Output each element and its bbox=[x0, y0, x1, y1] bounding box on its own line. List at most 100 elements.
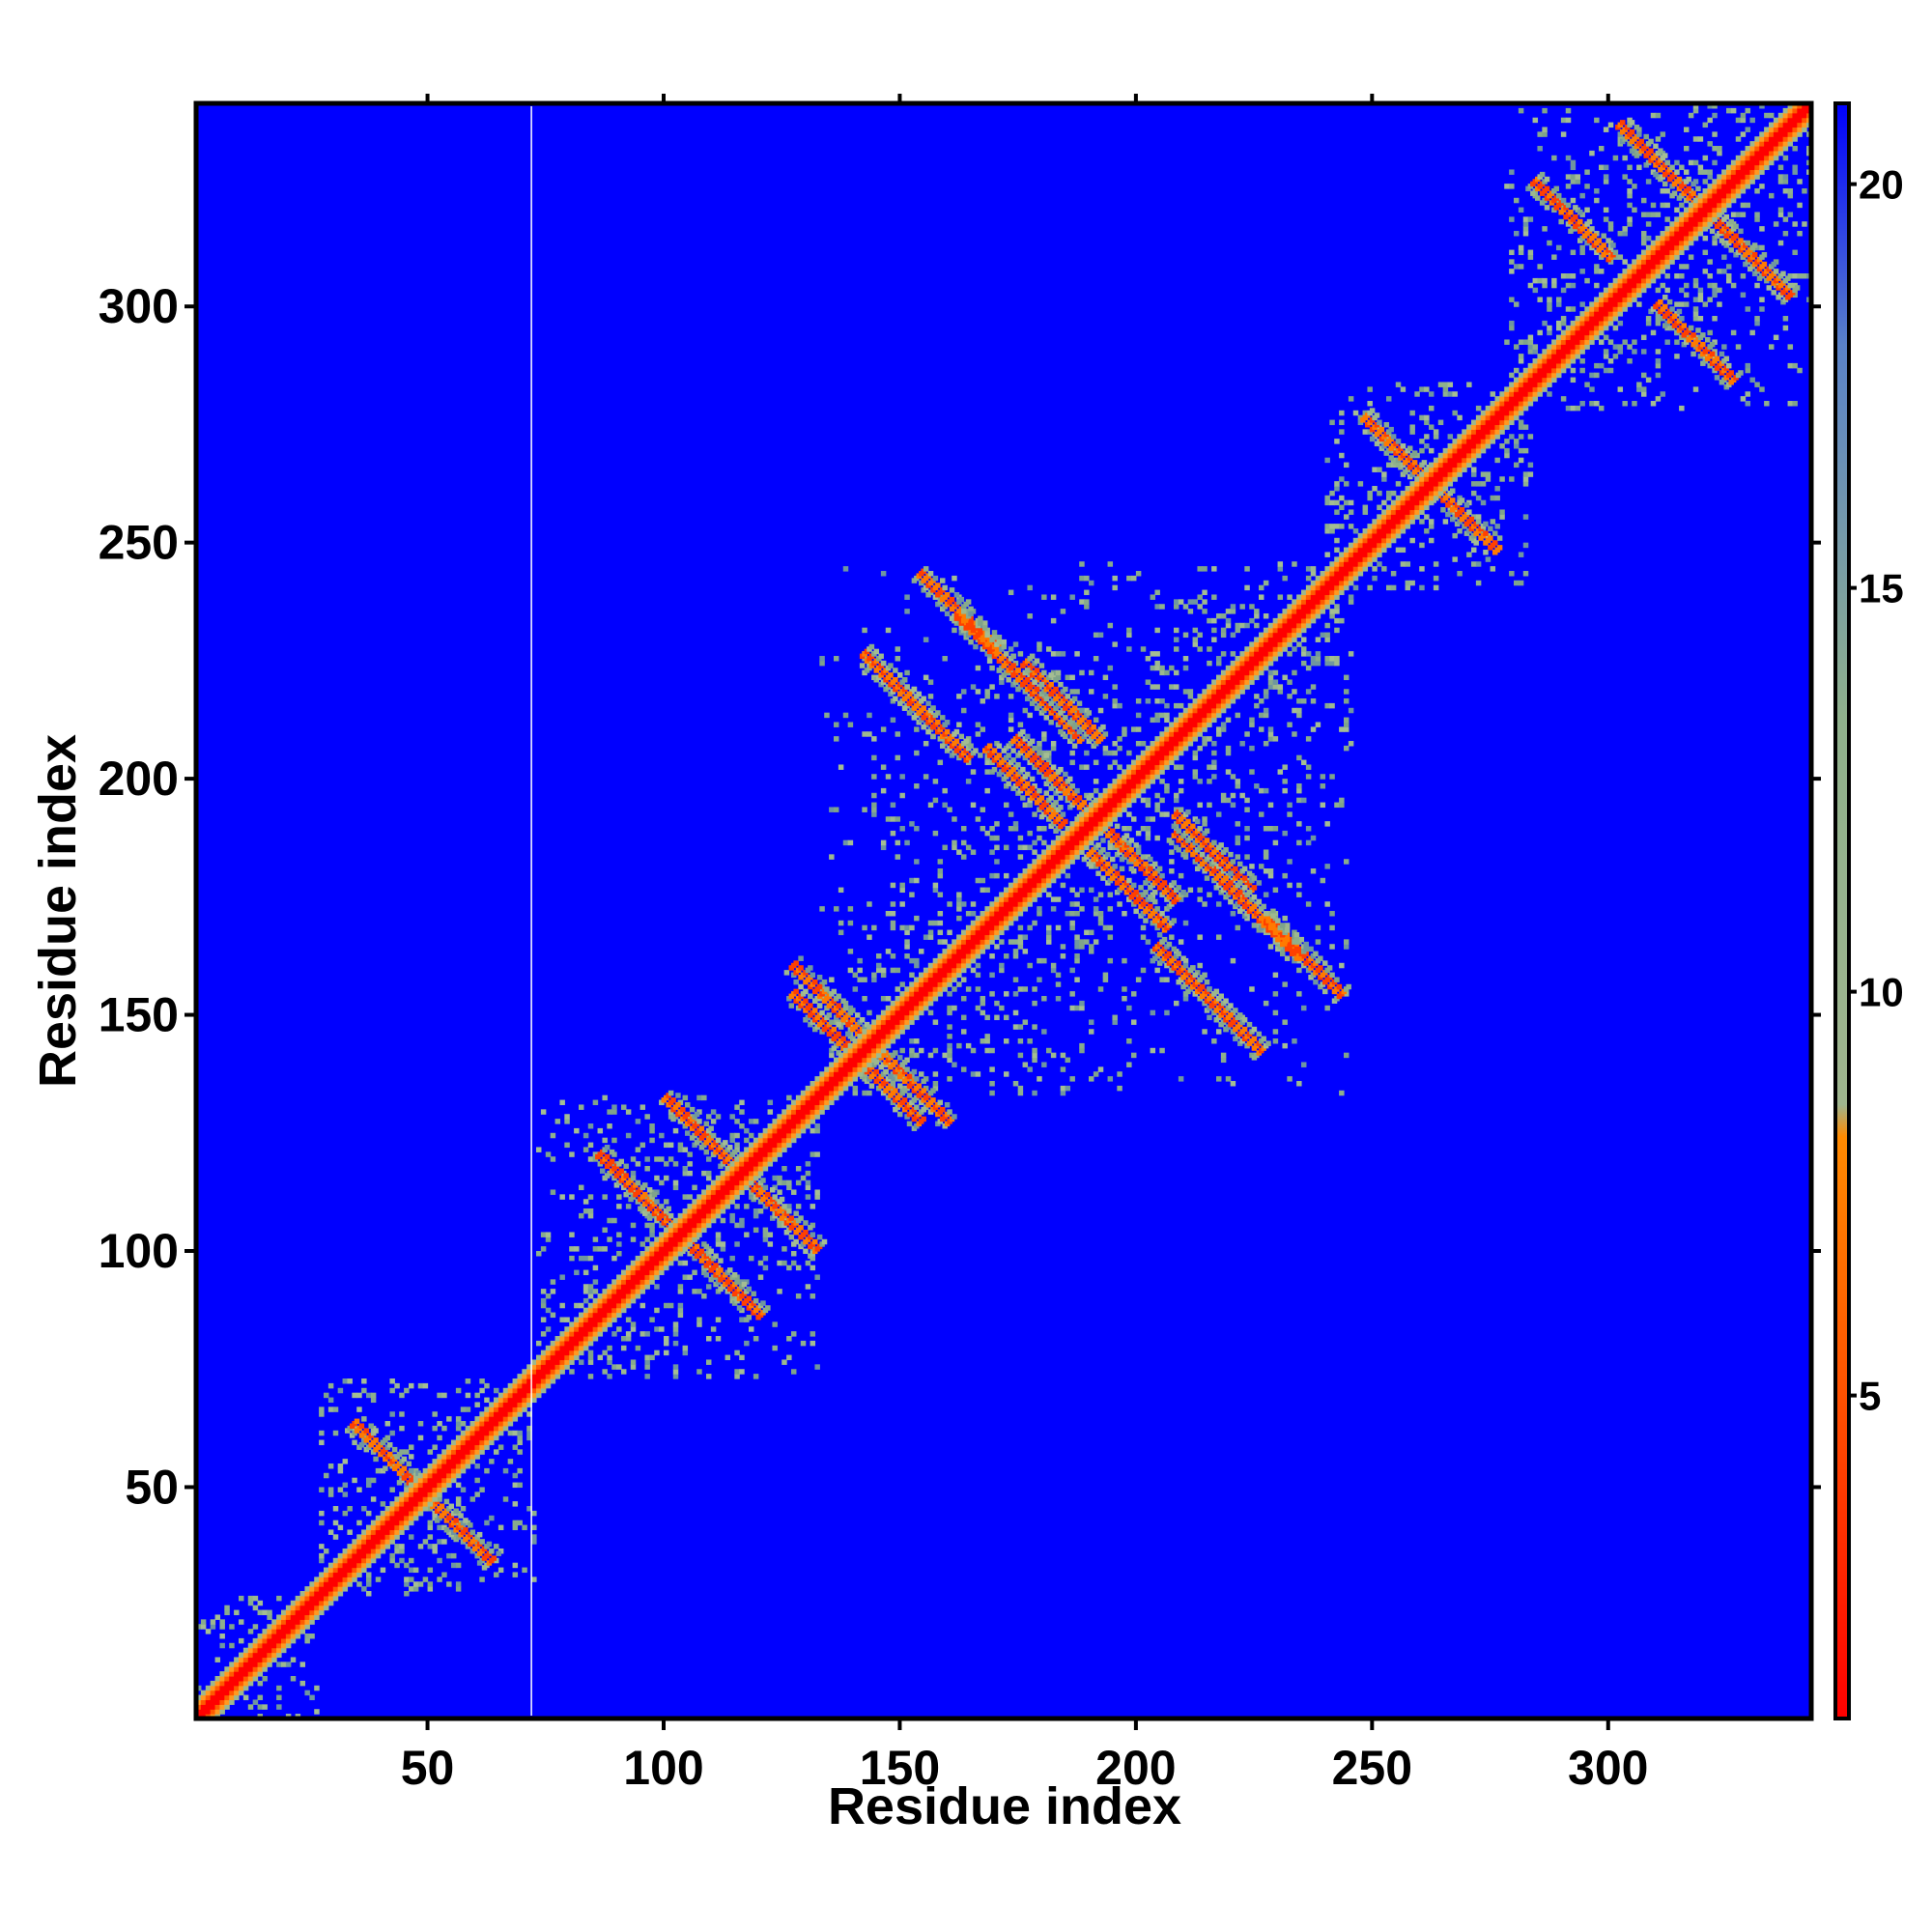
heatmap-cell bbox=[1641, 231, 1647, 237]
heatmap-cell bbox=[1348, 594, 1354, 600]
heatmap-cell bbox=[1721, 344, 1727, 350]
heatmap-cell bbox=[909, 972, 915, 979]
heatmap-cell bbox=[1301, 651, 1307, 657]
heatmap-cell bbox=[1494, 486, 1500, 492]
heatmap-cell bbox=[536, 1340, 542, 1347]
heatmap-cell bbox=[739, 1354, 745, 1361]
heatmap-cell bbox=[1730, 107, 1737, 114]
heatmap-cell bbox=[1740, 292, 1747, 298]
heatmap-cell bbox=[1220, 1057, 1227, 1064]
heatmap-cell bbox=[1117, 901, 1122, 907]
heatmap-cell bbox=[739, 1123, 745, 1129]
heatmap-cell bbox=[1684, 169, 1690, 175]
heatmap-cell bbox=[1650, 329, 1657, 336]
contact-cell bbox=[391, 1446, 398, 1453]
heatmap-cell bbox=[734, 1222, 740, 1229]
heatmap-cell bbox=[952, 1062, 957, 1067]
heatmap-cell bbox=[1301, 637, 1307, 642]
heatmap-cell bbox=[531, 1524, 537, 1531]
heatmap-cell bbox=[1174, 797, 1179, 804]
heatmap-cell bbox=[1518, 244, 1524, 251]
heatmap-cell bbox=[1207, 802, 1212, 809]
contact-cell bbox=[760, 1178, 766, 1183]
heatmap-cell bbox=[1641, 349, 1647, 355]
heatmap-cell bbox=[1697, 316, 1704, 322]
heatmap-cell bbox=[1745, 391, 1751, 397]
contact-cell bbox=[888, 1073, 894, 1080]
heatmap-cell bbox=[899, 981, 905, 987]
heatmap-cell bbox=[871, 754, 877, 761]
heatmap-cell bbox=[1292, 561, 1297, 567]
heatmap-cell bbox=[1150, 1047, 1156, 1054]
heatmap-cell bbox=[1622, 226, 1628, 232]
heatmap-cell bbox=[890, 816, 896, 822]
contact-cell bbox=[963, 738, 969, 745]
heatmap-cell bbox=[914, 783, 920, 789]
heatmap-cell bbox=[1339, 962, 1345, 969]
heatmap-cell bbox=[1570, 282, 1577, 289]
contact-cell bbox=[1195, 818, 1201, 825]
heatmap-cell bbox=[1575, 405, 1581, 412]
heatmap-cell bbox=[517, 1449, 523, 1455]
heatmap-cell bbox=[1084, 604, 1090, 610]
contact-cell bbox=[923, 566, 929, 572]
heatmap-cell bbox=[1777, 174, 1784, 180]
contact-cell bbox=[1060, 811, 1066, 817]
heatmap-cell bbox=[1216, 1029, 1222, 1035]
heatmap-cell bbox=[649, 1232, 655, 1237]
contact-cell bbox=[753, 1297, 759, 1304]
contact-cell bbox=[746, 1315, 753, 1321]
contact-cell bbox=[940, 1106, 946, 1113]
heatmap-cell bbox=[479, 1378, 485, 1384]
contact-cell bbox=[1178, 807, 1184, 812]
heatmap-cell bbox=[1636, 164, 1642, 171]
heatmap-cell bbox=[867, 1009, 872, 1016]
heatmap-cell bbox=[1556, 301, 1562, 307]
contact-cell bbox=[904, 684, 910, 690]
heatmap-cell bbox=[319, 1510, 325, 1517]
heatmap-cell bbox=[947, 1076, 952, 1082]
heatmap-cell bbox=[409, 1557, 414, 1564]
contact-cell bbox=[1265, 1040, 1271, 1046]
heatmap-cell bbox=[1362, 504, 1369, 511]
contact-cell bbox=[1218, 842, 1224, 848]
heatmap-cell bbox=[564, 1317, 570, 1322]
heatmap-cell bbox=[1159, 811, 1165, 817]
heatmap-cell bbox=[1509, 169, 1515, 175]
contact-cell bbox=[803, 998, 809, 1004]
heatmap-cell bbox=[810, 1151, 816, 1157]
heatmap-cell bbox=[1409, 424, 1415, 430]
contact-cell bbox=[821, 979, 828, 985]
heatmap-cell bbox=[1004, 1014, 1009, 1021]
heatmap-cell bbox=[1802, 221, 1807, 227]
heatmap-cell bbox=[1178, 872, 1184, 879]
heatmap-cell bbox=[404, 1577, 410, 1582]
heatmap-cell bbox=[777, 1179, 782, 1186]
heatmap-cell bbox=[257, 1609, 264, 1616]
heatmap-cell bbox=[961, 826, 967, 832]
heatmap-cell bbox=[984, 1038, 990, 1044]
heatmap-cell bbox=[1159, 1047, 1165, 1054]
heatmap-cell bbox=[687, 1194, 693, 1200]
heatmap-cell bbox=[1641, 391, 1647, 397]
heatmap-cell bbox=[956, 896, 962, 902]
heatmap-cell bbox=[687, 1151, 693, 1157]
heatmap-cell bbox=[984, 830, 990, 837]
heatmap-cell bbox=[1301, 797, 1307, 804]
heatmap-cell bbox=[1084, 929, 1090, 936]
heatmap-cell bbox=[1235, 783, 1241, 789]
heatmap-cell bbox=[621, 1345, 627, 1351]
contact-cell bbox=[897, 1111, 903, 1118]
heatmap-cell bbox=[582, 1132, 589, 1139]
heatmap-cell bbox=[1475, 405, 1482, 412]
heatmap-cell bbox=[1802, 188, 1807, 194]
heatmap-cell bbox=[409, 1567, 414, 1574]
contact-cell bbox=[842, 1005, 849, 1011]
contact-cell bbox=[921, 1088, 926, 1094]
heatmap-cell bbox=[1367, 495, 1373, 501]
heatmap-cell bbox=[672, 1184, 679, 1191]
contact-cell bbox=[680, 1106, 686, 1113]
heatmap-cell bbox=[1367, 490, 1373, 497]
heatmap-cell bbox=[672, 1331, 679, 1337]
heatmap-cell bbox=[276, 1662, 282, 1667]
